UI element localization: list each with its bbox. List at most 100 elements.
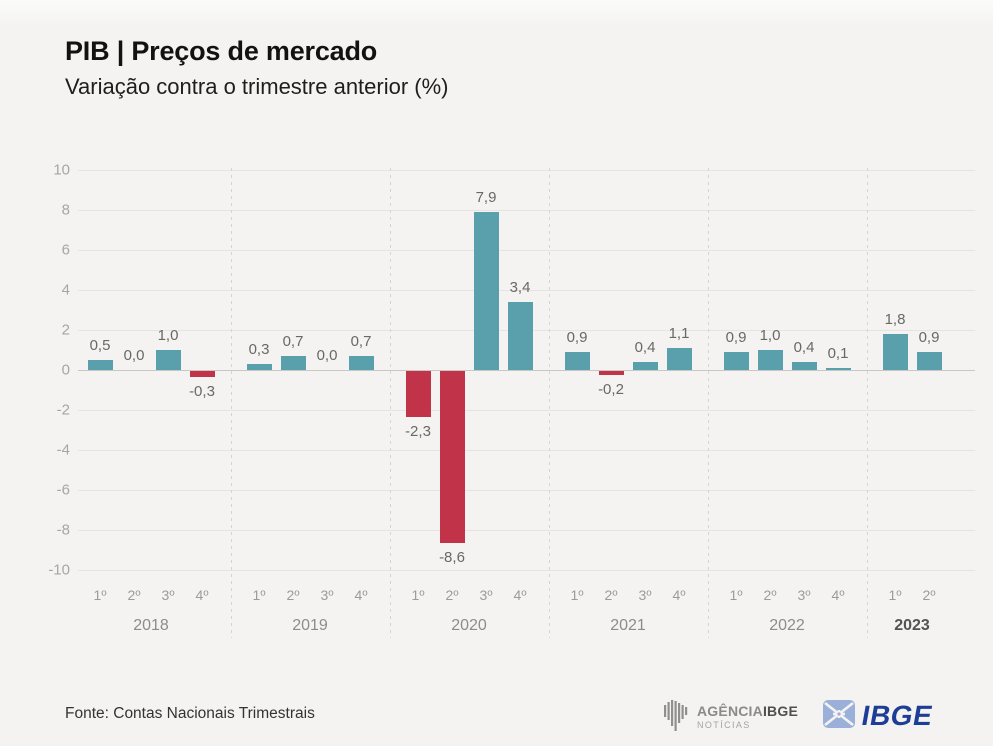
quarter-tick-label: 3º (161, 587, 175, 603)
quarter-tick-label: 2º (445, 587, 459, 603)
y-axis-tick-label: -6 (56, 481, 70, 499)
quarter-tick-label: 4º (831, 587, 845, 603)
bar-value-label: 0,7 (350, 333, 372, 350)
quarter-tick-label: 1º (570, 587, 584, 603)
bar-value-label: -0,2 (598, 381, 624, 398)
year-separator-line (548, 168, 550, 638)
bar-value-label: -8,6 (439, 549, 465, 566)
year-separator-line (230, 168, 232, 638)
positive-bar (473, 212, 499, 370)
y-axis-tick-label: -4 (56, 441, 70, 459)
page-subtitle: Variação contra o trimestre anterior (%) (65, 74, 449, 100)
bar-value-label: 1,0 (759, 327, 781, 344)
gridline (78, 410, 975, 411)
year-label: 2022 (769, 617, 805, 634)
gridline (78, 290, 975, 291)
positive-bar (280, 356, 306, 370)
year-label: 2021 (610, 617, 646, 634)
negative-bar (189, 371, 215, 377)
year-label: 2018 (133, 617, 169, 634)
quarter-tick-label: 2º (604, 587, 618, 603)
bar-value-label: 0,0 (123, 347, 145, 364)
bar-value-label: 0,9 (725, 329, 747, 346)
chart-header: PIB | Preços de mercado Variação contra … (65, 36, 449, 100)
y-axis-tick-label: 0 (61, 361, 70, 379)
gridline (78, 490, 975, 491)
zero-gridline (78, 370, 975, 371)
y-axis-tick-label: 6 (61, 241, 70, 259)
positive-bar (632, 362, 658, 370)
y-axis-tick-label: -8 (56, 521, 70, 539)
bar-value-label: 7,9 (475, 189, 497, 206)
positive-bar (916, 352, 942, 370)
source-note: Fonte: Contas Nacionais Trimestrais (65, 705, 315, 722)
quarter-tick-label: 2º (763, 587, 777, 603)
positive-bar (155, 350, 181, 370)
agencia-ibge-word: IBGE (762, 703, 798, 719)
negative-bar (405, 371, 431, 417)
brazil-map-icon (660, 699, 690, 736)
positive-bar (791, 362, 817, 370)
quarter-tick-label: 3º (479, 587, 493, 603)
negative-bar (598, 371, 624, 375)
bar-value-label: 0,3 (248, 341, 270, 358)
agencia-logo-text: AGÊNCIAIBGE NOTÍCIAS (697, 704, 798, 730)
bar-value-label: 0,4 (793, 339, 815, 356)
agencia-logo-line1: AGÊNCIAIBGE (697, 704, 798, 718)
year-separator-line (389, 168, 391, 638)
positive-bar (666, 348, 692, 370)
bar-value-label: 0,5 (89, 337, 111, 354)
ibge-logo-text: IBGE (859, 700, 936, 731)
quarter-tick-label: 1º (411, 587, 425, 603)
ibge-compass-icon (822, 699, 856, 734)
quarter-tick-label: 4º (672, 587, 686, 603)
gridline (78, 210, 975, 211)
gridline (78, 570, 975, 571)
agencia-ibge-noticias-logo: AGÊNCIAIBGE NOTÍCIAS (660, 699, 798, 736)
year-label: 2023 (894, 617, 930, 634)
agencia-logo-line2: NOTÍCIAS (697, 720, 751, 730)
bar-value-label: 0,4 (634, 339, 656, 356)
y-axis-tick-label: -10 (48, 561, 70, 579)
quarter-tick-label: 2º (922, 587, 936, 603)
gridline (78, 170, 975, 171)
quarter-tick-label: 1º (252, 587, 266, 603)
bar-value-label: 0,1 (827, 345, 849, 362)
y-axis-tick-label: 10 (53, 161, 70, 179)
quarter-tick-label: 3º (797, 587, 811, 603)
gridline (78, 450, 975, 451)
quarter-tick-label: 2º (286, 587, 300, 603)
quarter-tick-label: 3º (638, 587, 652, 603)
year-separator-line (866, 168, 868, 638)
y-axis-tick-label: 4 (61, 281, 70, 299)
bar-value-label: 3,4 (509, 279, 531, 296)
bar-value-label: 0,9 (566, 329, 588, 346)
agencia-word: AGÊNCIA (697, 703, 763, 719)
positive-bar (882, 334, 908, 370)
quarter-tick-label: 1º (729, 587, 743, 603)
positive-bar (757, 350, 783, 370)
bar-value-label: 0,0 (316, 347, 338, 364)
ibge-logo: IBGE (822, 698, 936, 734)
positive-bar (246, 364, 272, 370)
bar-value-label: 0,7 (282, 333, 304, 350)
gridline (78, 530, 975, 531)
quarter-tick-label: 2º (127, 587, 141, 603)
year-label: 2020 (451, 617, 487, 634)
positive-bar (348, 356, 374, 370)
bar-value-label: 0,9 (918, 329, 940, 346)
gridline (78, 250, 975, 251)
positive-bar (723, 352, 749, 370)
bar-value-label: 1,8 (884, 311, 906, 328)
quarter-tick-label: 4º (195, 587, 209, 603)
positive-bar (507, 302, 533, 370)
year-separator-line (707, 168, 709, 638)
quarter-tick-label: 4º (354, 587, 368, 603)
y-axis-tick-label: -2 (56, 401, 70, 419)
bar-value-label: 1,1 (668, 325, 690, 342)
positive-bar (825, 368, 851, 370)
bar-value-label: -2,3 (405, 423, 431, 440)
quarter-tick-label: 1º (93, 587, 107, 603)
quarter-tick-label: 4º (513, 587, 527, 603)
page-title: PIB | Preços de mercado (65, 36, 378, 66)
